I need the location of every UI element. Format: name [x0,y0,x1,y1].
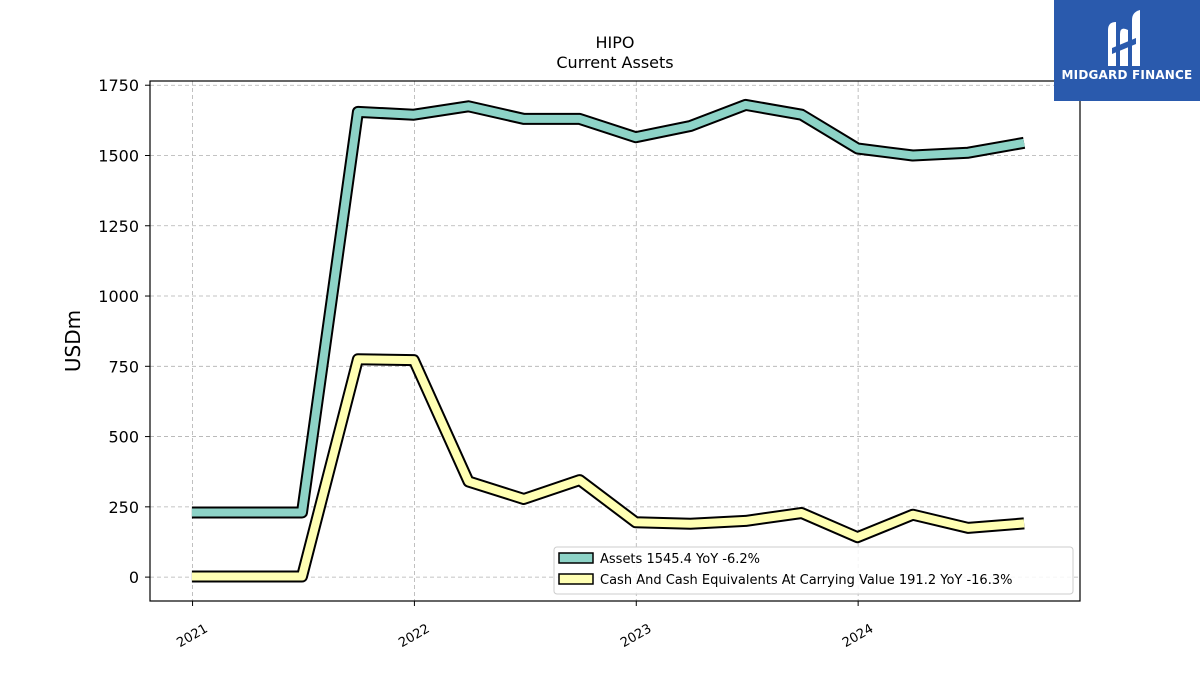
brand-logo: MIDGARD FINANCE [1054,0,1200,101]
series-2 [191,353,1025,583]
legend-label: Cash And Cash Equivalents At Carrying Va… [600,573,1012,588]
logo-mark-icon [1108,10,1140,67]
chart-title: HIPO [596,33,635,52]
legend: Assets 1545.4 YoY -6.2% Cash And Cash Equ… [553,546,1074,595]
chart-subtitle: Current Assets [556,53,673,72]
y-tick-label: 1250 [98,217,139,236]
x-tick-label: 2023 [618,621,654,651]
series-line [191,100,1025,517]
y-axis-label: USDm [61,310,85,372]
legend-box [553,546,1074,595]
x-axis: 2021 2022 2023 2024 [174,601,876,651]
x-tick-label: 2022 [396,621,432,651]
series-lines [191,98,1026,583]
y-tick-label: 500 [108,428,139,447]
series-line [191,355,1025,581]
y-tick-label: 1500 [98,146,139,165]
logo-text: MIDGARD FINANCE [1061,68,1193,82]
y-tick-label: 750 [108,357,139,376]
y-tick-label: 0 [129,568,139,587]
y-axis: 0 250 500 750 1000 1250 1500 1750 [98,76,150,587]
series-line-outline [191,98,1026,519]
legend-swatch [558,573,594,585]
y-tick-label: 1750 [98,76,139,95]
plot-frame [149,80,1081,602]
x-tick-label: 2024 [840,621,876,651]
series-1 [191,98,1026,519]
legend-label: Assets 1545.4 YoY -6.2% [600,552,760,567]
legend-swatch [558,552,594,564]
y-tick-label: 1000 [98,287,139,306]
y-tick-label: 250 [108,498,139,517]
x-tick-label: 2021 [174,621,210,651]
